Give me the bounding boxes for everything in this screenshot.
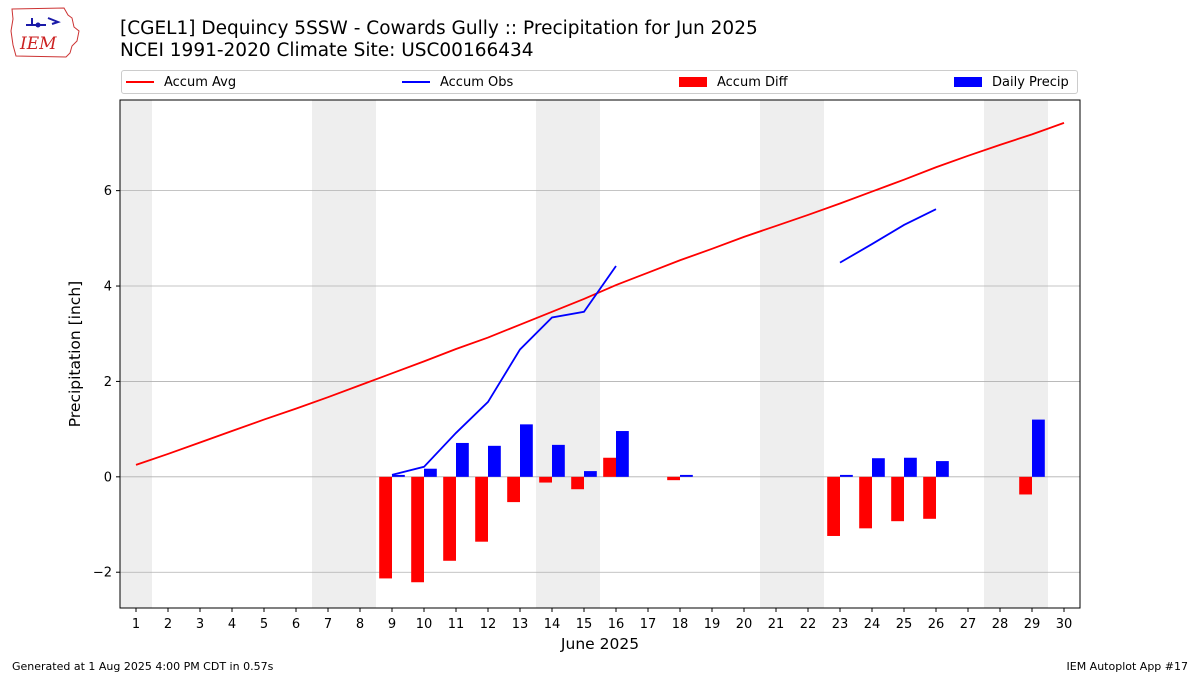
x-tick-label: 15: [576, 617, 593, 632]
accum-diff-bar: [923, 476, 936, 519]
x-tick-label: 14: [544, 617, 561, 632]
x-tick-label: 2: [164, 617, 172, 632]
accum-avg-line: [135, 122, 1065, 466]
weekend-shade: [536, 100, 600, 608]
x-tick-label: 17: [640, 617, 657, 632]
daily-precip-bar: [392, 474, 405, 477]
weekend-shade: [120, 100, 152, 608]
legend: Accum Avg Accum Obs Accum Diff Daily Pre…: [121, 70, 1078, 94]
x-tick-label: 19: [704, 617, 721, 632]
daily-precip-bar: [904, 457, 917, 477]
accum-diff-bar: [667, 476, 680, 481]
daily-precip-bar: [1032, 419, 1045, 477]
accum-obs-line: [839, 208, 937, 264]
accum-diff-bar: [443, 476, 456, 561]
x-tick-label: 7: [324, 617, 332, 632]
y-tick-label: −2: [93, 566, 112, 581]
accum-diff-bar: [1019, 476, 1032, 495]
x-tick-label: 3: [196, 617, 204, 632]
y-axis-label: Precipitation [inch]: [66, 281, 84, 427]
x-tick-label: 16: [608, 617, 625, 632]
iem-logo: IEM: [10, 7, 80, 58]
x-tick-label: 20: [736, 617, 753, 632]
legend-item-daily-precip: Daily Precip: [954, 74, 1069, 90]
accum-diff-bar: [571, 476, 584, 490]
x-tick-label: 9: [388, 617, 396, 632]
accum-diff-bar: [859, 476, 872, 529]
x-tick-label: 10: [416, 617, 433, 632]
accum-diff-bar: [379, 476, 392, 579]
accum-obs-line: [391, 265, 617, 476]
daily-precip-bar: [616, 431, 629, 477]
x-tick-label: 25: [896, 617, 913, 632]
x-tick-label: 4: [228, 617, 236, 632]
accum-diff-bar: [603, 457, 616, 477]
y-tick-label: 2: [104, 375, 112, 390]
x-tick-label: 6: [292, 617, 300, 632]
weekend-shade: [312, 100, 376, 608]
y-tick-label: 0: [104, 470, 112, 485]
y-tick-label: 6: [104, 184, 112, 199]
footer-app: IEM Autoplot App #17: [1066, 660, 1189, 673]
legend-swatch-accum-avg: [126, 81, 154, 83]
x-tick-label: 21: [768, 617, 785, 632]
x-tick-label: 18: [672, 617, 689, 632]
legend-swatch-accum-diff: [679, 77, 707, 87]
daily-precip-bar: [872, 458, 885, 477]
x-tick-label: 5: [260, 617, 268, 632]
x-tick-label: 8: [356, 617, 364, 632]
x-tick-label: 29: [1024, 617, 1041, 632]
daily-precip-bar: [424, 468, 437, 477]
x-tick-label: 23: [832, 617, 849, 632]
x-tick-label: 11: [448, 617, 465, 632]
daily-precip-bar: [680, 474, 693, 477]
legend-label-daily-precip: Daily Precip: [992, 74, 1069, 90]
daily-precip-bar: [936, 461, 949, 477]
chart-subtitle: NCEI 1991-2020 Climate Site: USC00166434: [120, 40, 534, 61]
iem-logo-text: IEM: [19, 34, 57, 54]
plot-frame: [119, 99, 1081, 609]
accum-diff-bar: [507, 476, 520, 503]
x-tick-label: 26: [928, 617, 945, 632]
x-tick-label: 12: [480, 617, 497, 632]
x-tick-label: 24: [864, 617, 881, 632]
accum-diff-bar: [891, 476, 904, 522]
legend-item-accum-avg: Accum Avg: [126, 74, 236, 90]
legend-item-accum-diff: Accum Diff: [679, 74, 788, 90]
x-tick-label: 28: [992, 617, 1009, 632]
legend-label-accum-avg: Accum Avg: [164, 74, 237, 90]
legend-swatch-accum-obs: [402, 81, 430, 83]
x-tick-label: 13: [512, 617, 529, 632]
weekend-shade: [760, 100, 824, 608]
legend-item-accum-obs: Accum Obs: [402, 74, 513, 90]
daily-precip-bar: [520, 424, 533, 477]
accum-diff-bar: [827, 476, 840, 536]
accum-diff-bar: [411, 476, 424, 583]
x-tick-label: 27: [960, 617, 977, 632]
daily-precip-bar: [456, 442, 469, 477]
legend-label-accum-diff: Accum Diff: [717, 74, 788, 90]
chart-title: [CGEL1] Dequincy 5SSW - Cowards Gully ::…: [120, 18, 758, 39]
y-tick-label: 4: [104, 280, 112, 295]
x-axis-label: June 2025: [560, 635, 639, 653]
daily-precip-bar: [552, 444, 565, 477]
daily-precip-bar: [840, 474, 853, 477]
x-tick-label: 1: [132, 617, 140, 632]
x-tick-label: 22: [800, 617, 817, 632]
footer-generated: Generated at 1 Aug 2025 4:00 PM CDT in 0…: [12, 660, 274, 673]
legend-label-accum-obs: Accum Obs: [440, 74, 514, 90]
weekend-shade: [984, 100, 1048, 608]
daily-precip-bar: [488, 445, 501, 477]
accum-diff-bar: [475, 476, 488, 542]
x-tick-label: 30: [1056, 617, 1073, 632]
daily-precip-bar: [584, 471, 597, 477]
accum-diff-bar: [539, 476, 552, 483]
legend-swatch-daily-precip: [954, 77, 982, 87]
